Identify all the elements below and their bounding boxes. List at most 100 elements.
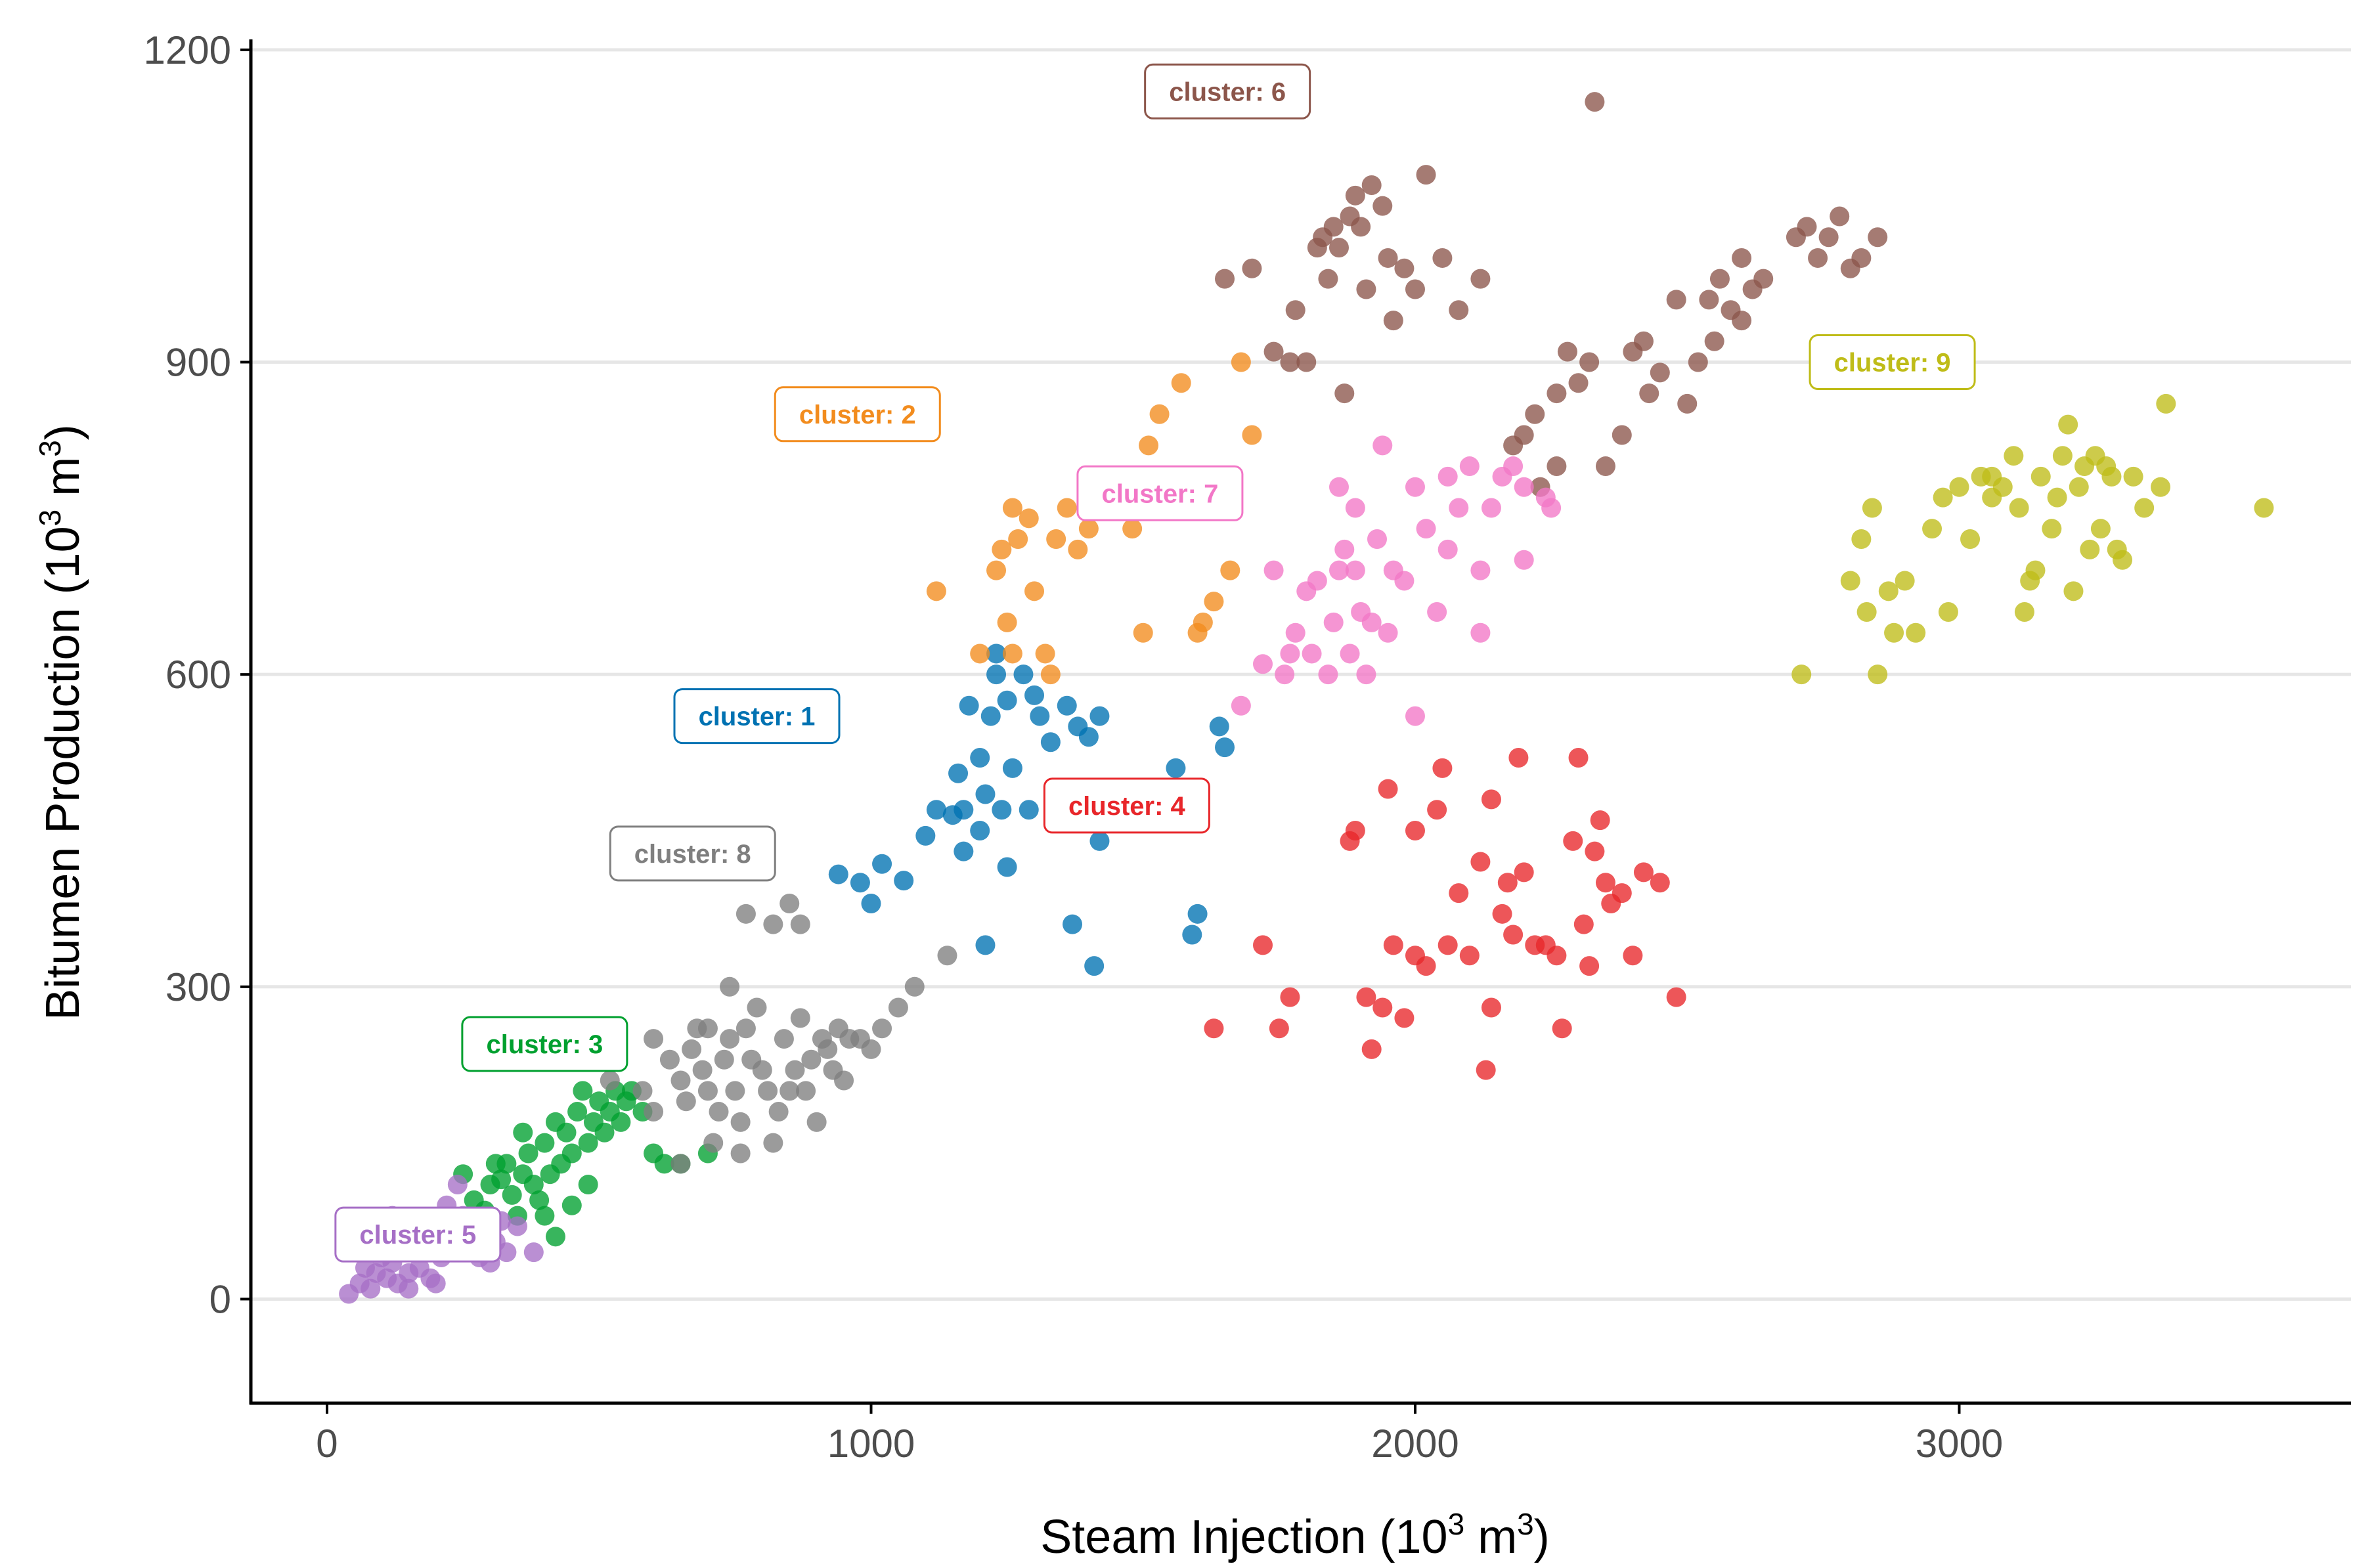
data-point	[1753, 269, 1774, 289]
data-point	[1427, 800, 1447, 820]
data-point	[1547, 946, 1567, 966]
data-point	[1982, 466, 2002, 487]
data-point	[997, 857, 1017, 877]
data-point	[1008, 529, 1028, 550]
data-point	[959, 695, 979, 716]
data-point	[1481, 789, 1501, 810]
data-point	[735, 904, 756, 924]
data-point	[1285, 300, 1306, 320]
data-point	[1579, 956, 1600, 976]
data-point	[1633, 862, 1654, 882]
data-point	[1573, 914, 1594, 934]
data-point	[1590, 810, 1610, 831]
data-point	[790, 1008, 810, 1028]
data-point	[1449, 300, 1469, 320]
cluster-label-text: cluster: 5	[359, 1221, 476, 1250]
data-point	[1416, 519, 1436, 539]
data-point	[1481, 997, 1501, 1018]
data-point	[970, 820, 990, 840]
data-point	[1437, 935, 1458, 955]
data-point	[747, 997, 767, 1018]
data-point	[1220, 560, 1240, 580]
data-point	[2134, 498, 2155, 518]
data-point	[529, 1190, 550, 1210]
data-point	[1960, 529, 1981, 550]
data-point	[2047, 487, 2067, 508]
axis-ticks: 0 300 600 900 1200 0 1000 2000 3000	[144, 28, 2004, 1466]
data-point	[992, 539, 1012, 559]
series-cluster-8	[600, 893, 957, 1174]
data-point	[594, 1122, 615, 1143]
data-point	[1938, 602, 1958, 622]
data-point	[986, 560, 1007, 580]
data-point	[1149, 404, 1170, 424]
data-point	[975, 935, 996, 955]
cluster-label: cluster: 4	[1043, 777, 1210, 834]
data-point	[496, 1154, 517, 1174]
series-cluster-1	[828, 643, 1235, 976]
data-point	[1356, 279, 1376, 299]
series-cluster-7	[1231, 435, 1562, 726]
data-point	[2009, 498, 2029, 518]
data-point	[1089, 706, 1110, 726]
series-cluster-9	[1791, 393, 2274, 685]
data-point	[1002, 758, 1022, 778]
data-point	[1209, 716, 1229, 737]
data-point	[1361, 175, 1382, 195]
data-point	[654, 1154, 674, 1174]
data-point	[697, 1081, 718, 1101]
data-point	[1884, 622, 1904, 643]
data-point	[1508, 747, 1529, 768]
x-tick-label: 1000	[827, 1422, 915, 1466]
data-point	[1356, 987, 1376, 1007]
data-point	[1340, 643, 1360, 664]
data-point	[2030, 466, 2051, 487]
data-point	[1345, 560, 1365, 580]
data-point	[1688, 352, 1708, 372]
data-point	[703, 1133, 724, 1153]
data-point	[1019, 800, 1039, 820]
data-point	[1470, 560, 1491, 580]
data-point	[1328, 238, 1349, 258]
data-point	[1623, 946, 1643, 966]
data-point	[1557, 341, 1577, 362]
data-point	[1231, 352, 1251, 372]
data-point	[1204, 592, 1224, 612]
cluster-label-text: cluster: 9	[1834, 349, 1951, 378]
data-point	[556, 1122, 577, 1143]
cluster-label: cluster: 1	[673, 688, 841, 745]
data-point	[1345, 498, 1365, 518]
data-point	[1182, 925, 1202, 945]
data-point	[904, 976, 925, 997]
data-point	[600, 1070, 620, 1091]
data-point	[1024, 581, 1045, 601]
data-point	[1394, 258, 1415, 278]
data-point	[1307, 571, 1327, 591]
data-point	[1345, 820, 1365, 840]
data-point	[670, 1070, 691, 1091]
data-point	[1068, 539, 1088, 559]
data-point	[1470, 622, 1491, 643]
data-point	[2004, 446, 2024, 466]
data-point	[2080, 539, 2100, 559]
data-point	[1275, 664, 1295, 685]
data-point	[1361, 1039, 1382, 1059]
data-point	[1405, 279, 1425, 299]
data-point	[1470, 269, 1491, 289]
data-point	[796, 1081, 816, 1101]
data-point	[545, 1227, 565, 1247]
y-tick-label: 300	[165, 965, 231, 1009]
data-point	[697, 1018, 718, 1039]
x-axis-title: Steam Injection (103 m3)	[1040, 1507, 1550, 1563]
data-point	[1514, 862, 1534, 882]
data-point	[1459, 456, 1480, 477]
data-point	[818, 1039, 838, 1059]
data-point	[1840, 571, 1860, 591]
data-point	[518, 1143, 538, 1164]
data-point	[1579, 352, 1600, 372]
data-point	[926, 800, 946, 820]
cluster-label: cluster: 2	[774, 386, 941, 443]
data-point	[1666, 987, 1686, 1007]
data-point	[1949, 477, 1969, 497]
